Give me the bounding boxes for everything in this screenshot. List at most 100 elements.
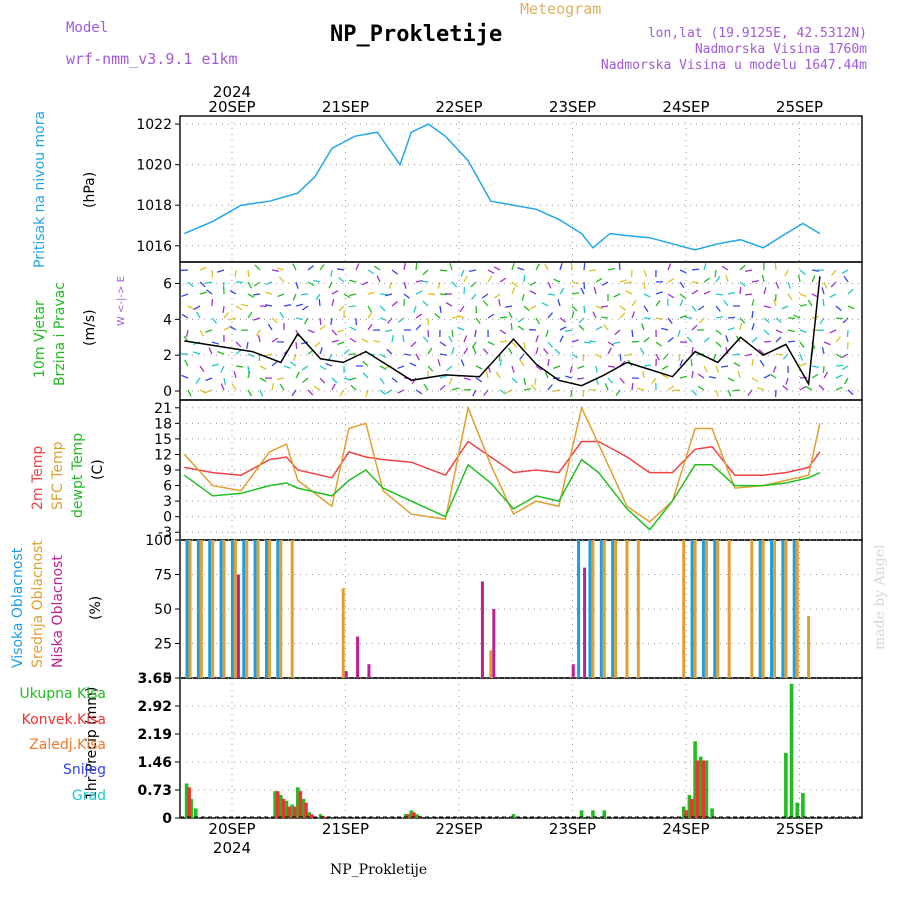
wind-arrow <box>684 316 693 319</box>
wind-arrow <box>184 359 189 367</box>
year-label-top: 2024 <box>213 83 251 101</box>
high-cloud-bar <box>701 540 705 678</box>
model-altitude: Nadmorska Visina u modelu 1647.44m <box>600 58 867 73</box>
wind-arrow <box>259 377 267 383</box>
wind-arrow <box>554 348 561 355</box>
wind-arrow <box>529 305 537 310</box>
wind-arrow <box>319 377 326 384</box>
mid-cloud-bar <box>773 540 777 678</box>
wind-arrow <box>415 324 422 331</box>
wind-arrow <box>544 263 549 271</box>
wind-arrow <box>686 336 693 343</box>
total-precip-bar <box>698 756 703 818</box>
wind-arrow <box>569 365 573 373</box>
wind-arrow <box>799 293 807 298</box>
wind-arrow <box>519 353 525 360</box>
wind-arrow <box>439 375 447 379</box>
wind-arrow <box>535 365 543 371</box>
wind-arrow <box>295 371 300 379</box>
wind-arrow <box>679 375 687 379</box>
precip-tick-label: 0 <box>162 811 172 827</box>
wind-arrow <box>229 317 237 321</box>
total-precip-bar <box>284 800 289 818</box>
mid-cloud-bar <box>199 540 203 678</box>
wind-arrow <box>557 299 561 307</box>
high-cloud-bar <box>276 540 280 678</box>
wind-arrow <box>529 290 537 295</box>
wind-arrow <box>641 323 645 331</box>
wind-arrow <box>847 305 855 310</box>
wind-arrow <box>797 275 801 283</box>
wind-arrow <box>703 277 711 283</box>
wind-arrow <box>775 281 780 289</box>
wind-arrow <box>631 299 637 307</box>
wind-arrow <box>613 293 621 298</box>
wind-arrow <box>397 365 405 370</box>
wind-arrow <box>541 302 549 307</box>
wind-arrow <box>588 340 597 343</box>
day-label-bottom: 22SEP <box>435 820 482 838</box>
wind-arrow <box>691 346 694 355</box>
wind-arrow <box>355 263 360 271</box>
wind-arrow <box>661 373 669 379</box>
panel-frame <box>179 677 863 819</box>
wind-arrow <box>246 341 249 349</box>
high-cloud-bar <box>577 540 581 678</box>
wind-arrow <box>607 267 615 271</box>
precip-tick-label: 3.65 <box>137 671 172 687</box>
day-label-bottom: 25SEP <box>776 820 823 838</box>
wind-arrow <box>372 340 381 343</box>
wind-arrow <box>413 305 417 313</box>
convective-precip-bar <box>695 760 700 818</box>
wind-arrow <box>471 341 477 349</box>
total-precip-bar <box>795 802 800 818</box>
wind-arrow <box>691 281 700 284</box>
wind-arrow <box>267 323 273 331</box>
temp-tick-label: 6 <box>163 479 172 495</box>
wind-arrow <box>472 347 477 355</box>
wind-arrow <box>233 371 237 379</box>
wind-arrow <box>277 267 285 271</box>
wind-arrow <box>822 298 825 307</box>
wind-arrow <box>715 341 722 348</box>
wind-arrow <box>379 365 387 371</box>
wind-arrow <box>727 316 736 319</box>
wind-arrow <box>504 305 513 308</box>
wind-arrow <box>255 329 261 337</box>
precip-legend-total: Ukupna Kisa <box>19 686 106 702</box>
wind-arrow <box>437 359 441 367</box>
wind-arrow <box>758 348 765 355</box>
wind-arrow <box>349 279 357 283</box>
wind-arrow <box>223 377 227 385</box>
wind-arrow <box>331 290 339 295</box>
wind-arrow <box>422 300 429 307</box>
mid-cloud-bar <box>222 540 226 678</box>
pressure-tick-label: 1022 <box>136 117 172 133</box>
wind-arrow <box>293 353 297 361</box>
wind-arrow <box>410 341 417 348</box>
mid-cloud-bar <box>682 540 686 678</box>
wind-arrow <box>292 263 297 271</box>
wind-arrow <box>547 358 550 367</box>
cloud-tick-label: 100 <box>145 533 172 549</box>
wind-arrow <box>530 384 537 391</box>
wind-arrow <box>642 370 645 379</box>
wind-arrow <box>715 329 722 335</box>
wind-arrow <box>199 266 207 271</box>
wind-arrow <box>487 313 495 319</box>
temp-tick-label: 15 <box>154 432 172 448</box>
precip-legend-freezing: Zaledj.Kisa <box>29 737 106 753</box>
wind-arrow <box>534 377 537 386</box>
low-cloud-bar <box>367 664 371 678</box>
wind-arrow <box>679 281 685 289</box>
wind-arrow <box>841 365 849 371</box>
wind-arrow <box>643 293 651 298</box>
wind-arrow <box>715 316 724 319</box>
wind-arrow <box>784 269 789 277</box>
wind-arrow <box>697 385 705 391</box>
wind-arrow <box>463 377 471 381</box>
wind-arrow <box>254 264 261 271</box>
wind-arrow <box>427 347 433 355</box>
wind-arrow <box>403 281 407 289</box>
wind-arrow <box>667 337 674 343</box>
